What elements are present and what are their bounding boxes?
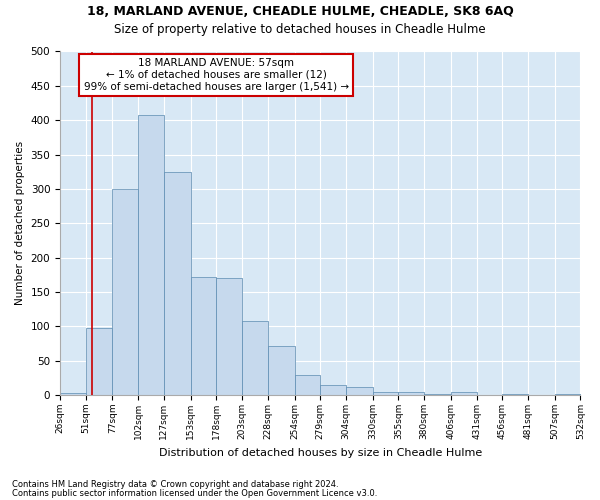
Bar [346, 387, 373, 395]
Bar [373, 392, 398, 395]
Text: 18 MARLAND AVENUE: 57sqm
← 1% of detached houses are smaller (12)
99% of semi-de: 18 MARLAND AVENUE: 57sqm ← 1% of detache… [83, 58, 349, 92]
Bar [295, 374, 320, 395]
Bar [138, 116, 164, 395]
Bar [86, 328, 112, 395]
Bar [242, 321, 268, 395]
Text: Contains public sector information licensed under the Open Government Licence v3: Contains public sector information licen… [12, 488, 377, 498]
Bar [217, 278, 242, 395]
Bar [60, 393, 86, 395]
Y-axis label: Number of detached properties: Number of detached properties [15, 142, 25, 306]
Bar [320, 385, 346, 395]
Bar [555, 394, 581, 395]
Bar [451, 392, 476, 395]
Bar [164, 172, 191, 395]
Text: Size of property relative to detached houses in Cheadle Hulme: Size of property relative to detached ho… [114, 22, 486, 36]
X-axis label: Distribution of detached houses by size in Cheadle Hulme: Distribution of detached houses by size … [158, 448, 482, 458]
Bar [398, 392, 424, 395]
Bar [191, 277, 217, 395]
Text: Contains HM Land Registry data © Crown copyright and database right 2024.: Contains HM Land Registry data © Crown c… [12, 480, 338, 489]
Bar [268, 346, 295, 395]
Text: 18, MARLAND AVENUE, CHEADLE HULME, CHEADLE, SK8 6AQ: 18, MARLAND AVENUE, CHEADLE HULME, CHEAD… [86, 5, 514, 18]
Bar [112, 189, 138, 395]
Bar [502, 394, 528, 395]
Bar [424, 394, 451, 395]
